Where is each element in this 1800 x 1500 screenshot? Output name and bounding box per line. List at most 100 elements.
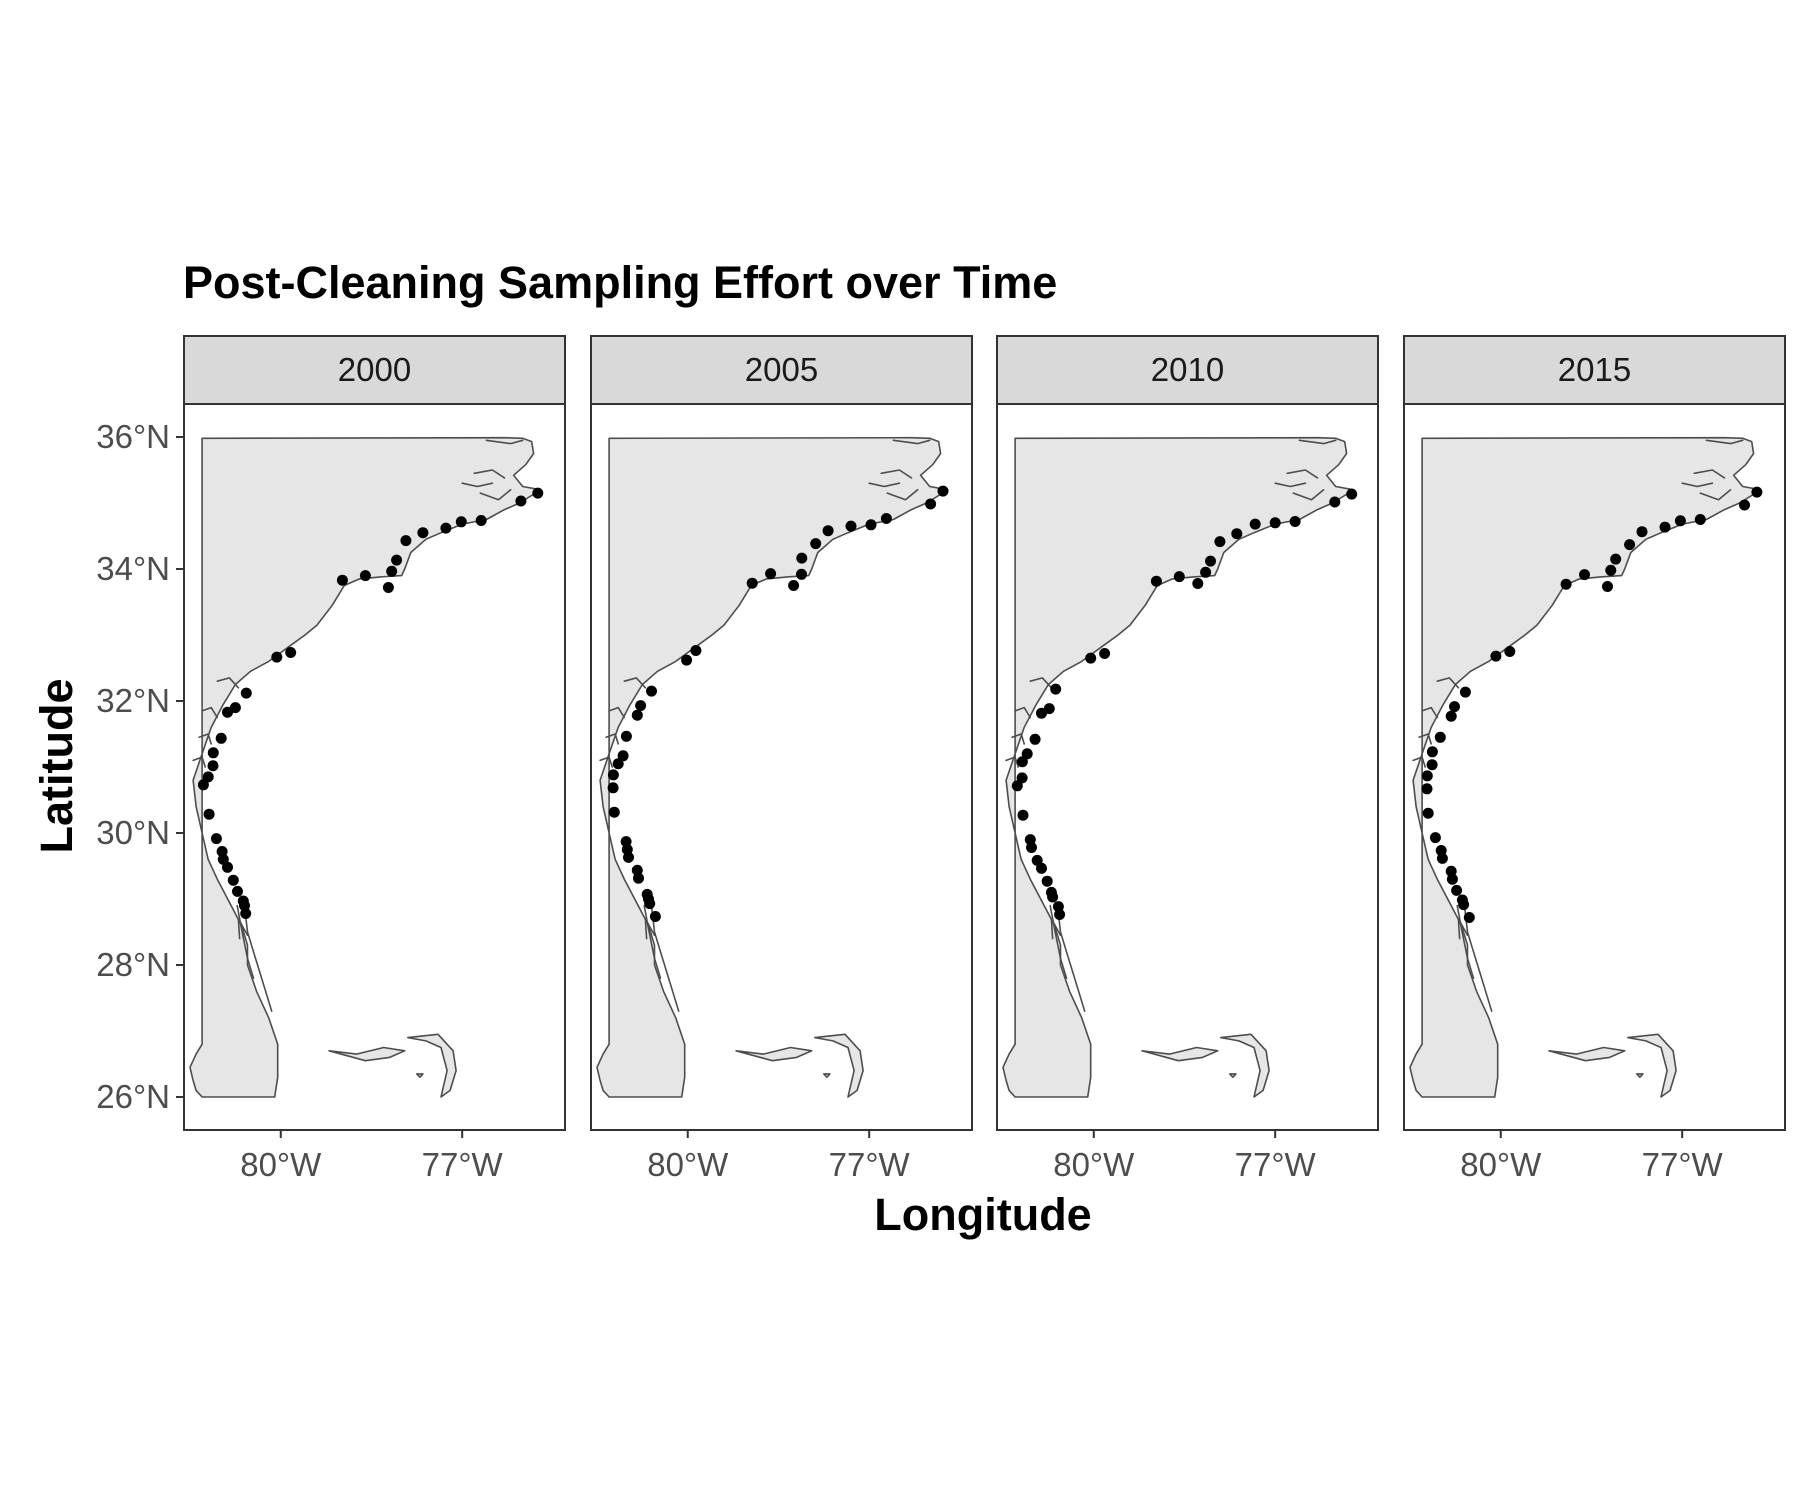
facet-strip xyxy=(590,335,973,405)
facet-strip xyxy=(996,335,1379,405)
sampling-point xyxy=(635,700,647,712)
sampling-point xyxy=(810,538,822,550)
coastline-detail xyxy=(473,469,506,479)
sampling-point xyxy=(1329,496,1341,508)
sampling-point xyxy=(203,808,215,820)
sampling-point xyxy=(202,771,214,783)
sampling-point xyxy=(216,846,228,857)
y-tick-label: 36°N xyxy=(96,418,170,455)
land-polygon xyxy=(1409,436,1762,1098)
coastline-detail xyxy=(605,733,620,745)
panel-border xyxy=(996,403,1379,1131)
land-polygon xyxy=(1002,436,1355,1098)
coastline-detail xyxy=(1056,904,1086,1013)
coastline-detail xyxy=(892,439,931,445)
sampling-point xyxy=(237,895,249,907)
sampling-point xyxy=(1456,894,1468,906)
coastline-detail xyxy=(1681,482,1714,488)
coastline-detail xyxy=(650,904,680,1013)
sampling-point xyxy=(1043,703,1055,715)
chart-title: Post-Cleaning Sampling Effort over Time xyxy=(183,257,1057,308)
sampling-point xyxy=(382,582,394,593)
sampling-point xyxy=(1445,865,1457,877)
sampling-point xyxy=(796,568,807,580)
sampling-point xyxy=(227,874,239,886)
sampling-point xyxy=(1463,912,1475,923)
sampling-point xyxy=(207,760,219,772)
coastline-detail xyxy=(1705,439,1744,445)
x-tick-label: 77°W xyxy=(1642,1146,1724,1183)
sampling-point xyxy=(1249,518,1261,530)
sampling-point xyxy=(1205,555,1216,567)
x-tick-label: 80°W xyxy=(647,1146,729,1183)
sampling-point xyxy=(822,525,834,537)
island-polygon xyxy=(822,1073,831,1078)
coastline-detail xyxy=(1050,917,1062,940)
sampling-point xyxy=(937,485,949,497)
sampling-point xyxy=(1459,686,1471,698)
x-tick-label: 77°W xyxy=(829,1146,911,1183)
coastline-detail xyxy=(485,439,524,445)
sampling-point xyxy=(788,580,800,591)
sampling-point xyxy=(607,782,619,794)
sampling-point xyxy=(455,516,467,528)
y-tick-label: 34°N xyxy=(96,550,170,587)
sampling-point xyxy=(1659,521,1671,533)
coastline-detail xyxy=(608,706,626,719)
sampling-point xyxy=(229,702,241,714)
coastline-detail xyxy=(461,482,494,488)
facet-panel-2005: 2005 80°W 77°W xyxy=(590,335,973,1183)
sampling-point xyxy=(765,568,777,580)
sampling-point xyxy=(631,709,643,721)
coastline-detail xyxy=(1699,488,1732,501)
y-tick-label: 28°N xyxy=(96,946,170,983)
sampling-point xyxy=(1085,652,1097,664)
island-polygon xyxy=(1548,1046,1626,1062)
sampling-point xyxy=(1435,845,1447,856)
sampling-point xyxy=(386,565,398,577)
coastline-detail xyxy=(192,756,206,768)
sampling-point xyxy=(1021,748,1033,760)
sampling-point xyxy=(1445,710,1457,722)
sampling-point xyxy=(1449,701,1460,713)
sampling-point xyxy=(1150,575,1162,587)
sampling-point xyxy=(1421,783,1433,795)
land-polygon xyxy=(596,436,949,1098)
sampling-point xyxy=(1214,536,1226,548)
sampling-point xyxy=(271,651,283,663)
coastline-detail xyxy=(243,904,273,1013)
sampling-point xyxy=(391,554,403,566)
coastline-detail xyxy=(643,904,662,980)
coastline-detail xyxy=(236,904,255,980)
sampling-point xyxy=(646,685,657,697)
coastline-detail xyxy=(623,677,647,689)
sampling-point xyxy=(641,888,653,900)
sampling-point xyxy=(1610,553,1622,565)
sampling-point xyxy=(1636,526,1648,538)
sampling-point xyxy=(1426,746,1438,758)
island-polygon xyxy=(813,1033,864,1098)
y-tick-label: 32°N xyxy=(96,682,170,719)
sampling-point xyxy=(1016,772,1028,784)
coastline-detail xyxy=(1005,756,1020,768)
island-polygon xyxy=(328,1046,406,1062)
sampling-point xyxy=(1579,569,1590,581)
sampling-point xyxy=(359,570,371,582)
sampling-point xyxy=(475,515,487,526)
coastline-detail xyxy=(868,482,901,488)
sampling-point xyxy=(336,574,348,586)
x-tick-label: 77°W xyxy=(1235,1146,1317,1183)
sampling-point xyxy=(1231,528,1243,540)
coastline-detail xyxy=(1693,469,1726,479)
y-axis: 26°N 28°N 30°N 32°N 34°N 36°N xyxy=(96,418,184,1115)
sampling-point xyxy=(1674,515,1686,527)
sampling-point xyxy=(607,769,619,781)
facet-panel-2000: 2000 80°W 77°W xyxy=(183,335,566,1183)
sampling-point xyxy=(240,687,252,699)
sampling-point xyxy=(865,519,877,531)
sampling-point xyxy=(532,487,544,499)
y-tick-label: 30°N xyxy=(96,814,170,851)
coastline-detail xyxy=(1457,917,1469,940)
